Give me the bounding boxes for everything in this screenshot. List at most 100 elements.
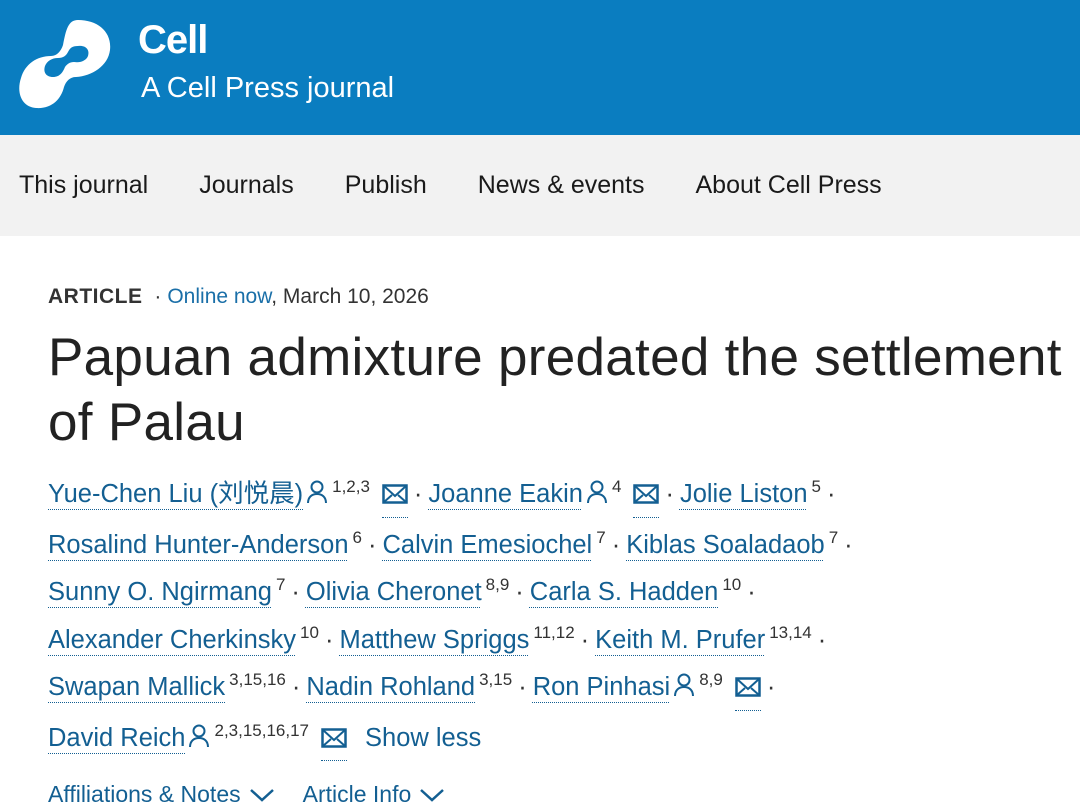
author-name: Jolie Liston [679,480,808,508]
article-type: ARTICLE [48,285,143,308]
corresponding-author-icon [586,476,608,517]
author-line: Rosalind Hunter-Anderson 6 · Calvin Emesioc… [48,518,1080,566]
author-separator: · [367,530,377,559]
author-link[interactable]: Matthew Spriggs [339,626,529,654]
email-icon[interactable] [381,476,408,518]
title-line-2: of Palau [48,393,245,452]
article-info-toggle[interactable]: Article Info [303,781,446,808]
author-link[interactable]: Carla S. Hadden [530,578,719,606]
author-name: Kiblas Soaladaob [626,530,825,559]
affiliation-numbers[interactable]: 7 [275,575,286,594]
affiliation-numbers[interactable]: 7 [596,527,606,547]
corresponding-author-icon [306,476,328,517]
affiliation-numbers[interactable]: 5 [811,477,821,496]
affiliation-numbers[interactable]: 10 [722,575,742,594]
nav-about[interactable]: About Cell Press [695,171,882,199]
affiliations-label: Affiliations & Notes [48,781,241,807]
affiliation-numbers[interactable]: 2,3,15,16,17 [214,720,310,740]
corresponding-author-icon [673,669,695,710]
journal-subtitle: A Cell Press journal [141,72,395,104]
author-link[interactable]: Rosalind Hunter-Anderson [48,531,349,559]
author-separator: · [747,578,756,606]
author-separator: · [324,625,334,654]
affiliation-numbers[interactable]: 1,2,3 [332,477,370,496]
email-icon[interactable] [734,669,761,711]
author-link[interactable]: Alexander Cherkinsky [48,626,296,654]
cell-logo-icon[interactable] [18,18,113,110]
author-link[interactable]: Calvin Emesiochel [382,531,592,559]
author-link[interactable]: Kiblas Soaladaob [626,531,824,559]
author-line: David Reich 2,3,15,16,17 Show less [48,711,1080,761]
author-link[interactable]: Nadin Rohland [306,673,475,701]
site-header: Cell A Cell Press journal [0,0,1080,135]
affiliations-notes-toggle[interactable]: Affiliations & Notes [48,781,275,808]
chevron-down-icon [420,788,445,802]
author-link[interactable]: Yue-Chen Liu (刘悦晨) [48,480,328,508]
author-link[interactable]: Sunny O. Ngirmang [48,578,272,606]
affiliation-numbers[interactable]: 3,15,16 [229,670,286,689]
affiliation-numbers[interactable]: 7 [828,527,839,547]
email-icon[interactable] [633,476,660,518]
author-separator: · [817,625,827,654]
author-name: Keith M. Prufer [595,625,766,654]
author-separator: · [291,673,301,701]
online-now-link[interactable]: Online now [167,285,272,308]
author-link[interactable]: Ron Pinhasi [533,673,696,701]
author-name: Rosalind Hunter-Anderson [48,530,349,559]
nav-publish[interactable]: Publish [344,171,427,199]
author-name: Olivia Cheronet [305,578,482,606]
article-header: ARTICLE · Online now, March 10, 2026 Papu… [0,285,1080,808]
author-line: Yue-Chen Liu (刘悦晨) 1,2,3 · Joanne Eakin 4 · Jo… [48,467,1080,518]
author-link[interactable]: Joanne Eakin [428,480,608,508]
author-name: Ron Pinhasi [532,673,671,701]
affiliation-numbers[interactable]: 8,9 [485,575,510,594]
author-separator: · [580,625,590,654]
affiliation-numbers[interactable]: 11,12 [533,622,575,642]
email-icon[interactable] [321,720,348,761]
article-meta: ARTICLE · Online now, March 10, 2026 [48,285,1080,309]
author-separator: · [766,673,776,701]
author-name: Nadin Rohland [306,673,476,701]
author-name: Alexander Cherkinsky [48,625,297,654]
author-line: Swapan Mallick 3,15,16 · Nadin Rohland 3,15 ·… [48,660,1080,711]
article-tabs: Affiliations & Notes Article Info [48,781,1080,808]
meta-separator: · [154,285,162,308]
author-separator: · [515,578,524,606]
nav-news-events[interactable]: News & events [477,171,645,199]
affiliation-numbers[interactable]: 13,14 [769,622,812,642]
main-nav: This journal Journals Publish News & eve… [0,135,1080,236]
title-line-1: Papuan admixture predated the settlement [48,328,1062,387]
chevron-down-icon [249,788,274,802]
article-info-label: Article Info [302,781,412,807]
article-title: Papuan admixture predated the settlement… [48,325,1080,455]
nav-this-journal[interactable]: This journal [19,171,149,199]
show-less-button[interactable]: Show less [365,723,482,752]
affiliation-numbers[interactable]: 10 [300,622,319,642]
author-link[interactable]: Olivia Cheronet [306,578,482,606]
author-link[interactable]: Keith M. Prufer [595,626,765,654]
author-name: Sunny O. Ngirmang [48,578,272,606]
author-name: Carla S. Hadden [529,578,719,606]
author-separator: · [844,530,853,559]
affiliation-numbers[interactable]: 3,15 [479,670,513,689]
affiliation-numbers[interactable]: 4 [611,477,622,496]
author-link[interactable]: Jolie Liston [680,480,808,508]
author-link[interactable]: Swapan Mallick [48,673,225,701]
author-list: Yue-Chen Liu (刘悦晨) 1,2,3 · Joanne Eakin 4 · Jo… [48,467,1080,761]
author-name: Joanne Eakin [428,480,583,508]
author-name: Matthew Spriggs [339,625,530,654]
author-separator: · [518,673,527,701]
affiliation-numbers[interactable]: 8,9 [699,670,723,689]
author-separator: · [611,530,621,559]
nav-journals[interactable]: Journals [199,171,294,199]
affiliation-numbers[interactable]: 6 [352,527,362,547]
author-separator: · [665,480,674,508]
journal-name[interactable]: Cell [138,18,208,62]
author-name: David Reich [48,723,186,752]
author-name: Calvin Emesiochel [382,530,593,559]
author-separator: · [413,480,423,508]
author-link[interactable]: David Reich [48,724,210,752]
author-line: Sunny O. Ngirmang 7 · Olivia Cheronet 8,9 · Ca… [48,565,1080,613]
author-name: Swapan Mallick [48,673,226,701]
author-name: Yue-Chen Liu (刘悦晨) [48,480,304,508]
